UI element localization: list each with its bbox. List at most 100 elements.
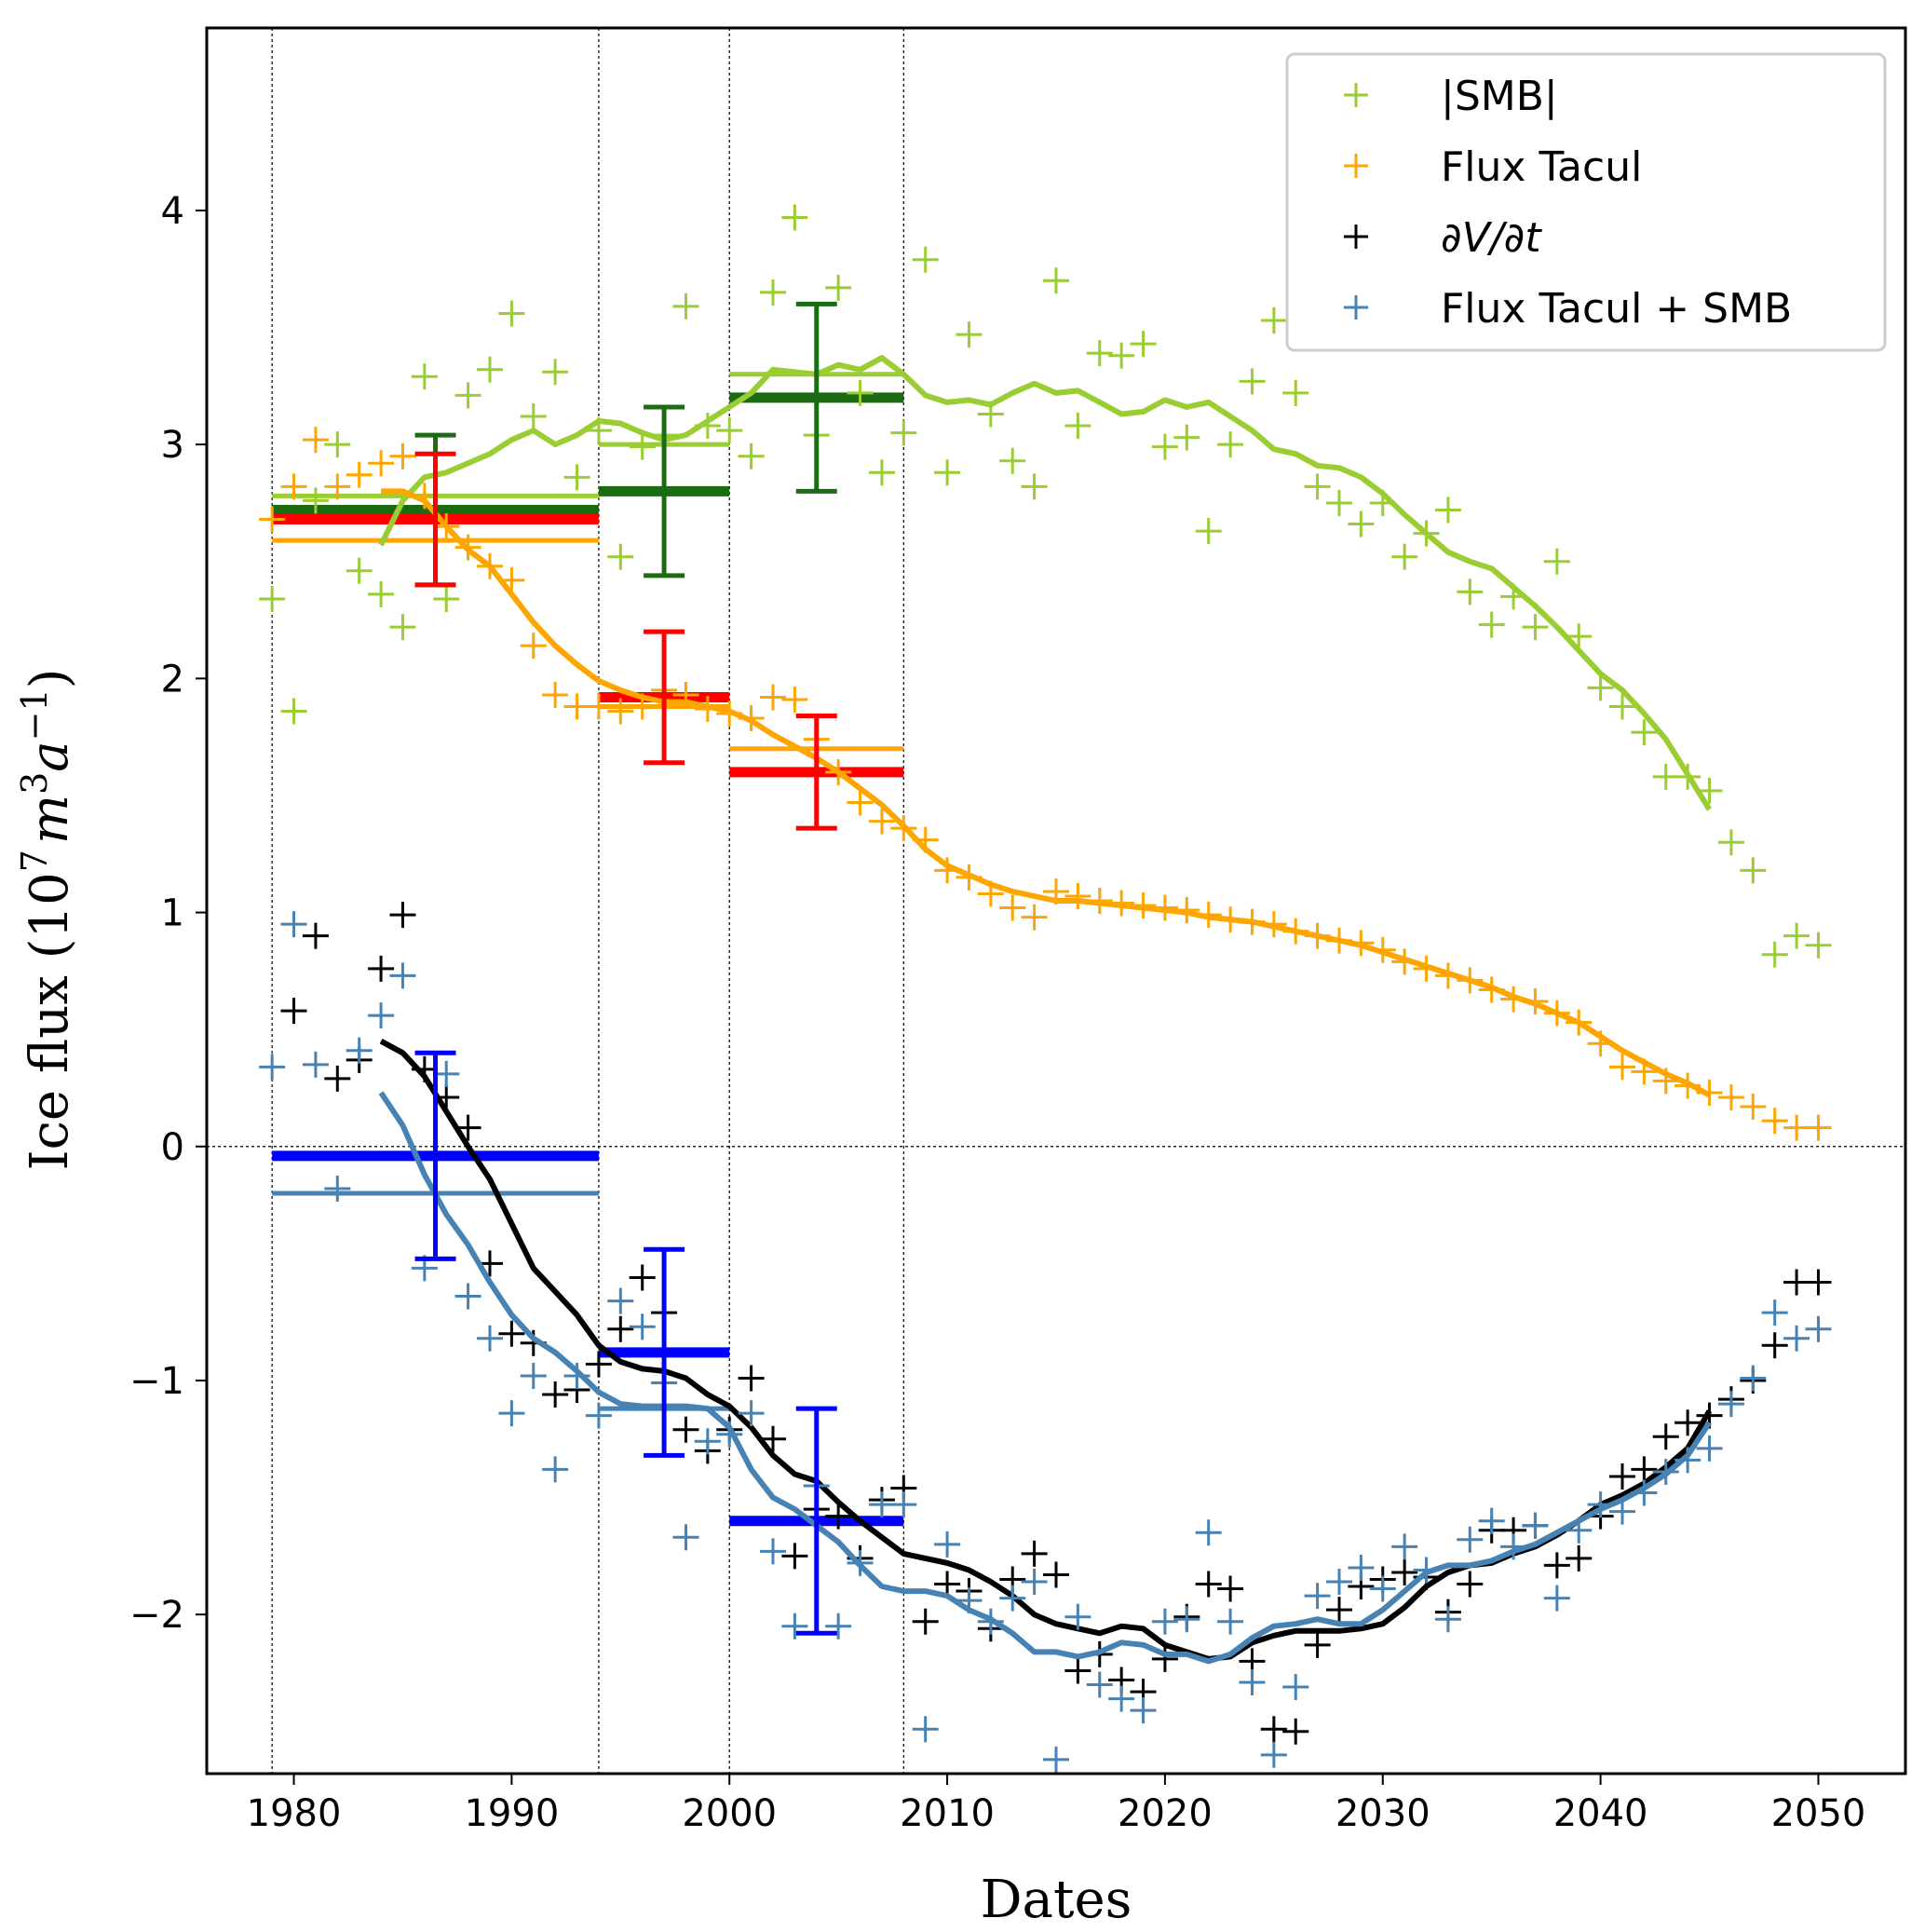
data-point bbox=[825, 758, 852, 785]
data-point bbox=[1282, 918, 1309, 945]
legend-marker-flux-tacul bbox=[1344, 154, 1368, 178]
data-point bbox=[1674, 1409, 1701, 1436]
x-tick-label: 2010 bbox=[900, 1792, 995, 1835]
data-point bbox=[1631, 719, 1658, 746]
data-point bbox=[1783, 1114, 1810, 1141]
data-point bbox=[1195, 1519, 1222, 1546]
data-point bbox=[912, 246, 939, 273]
data-point bbox=[563, 464, 590, 491]
series-v-t bbox=[280, 902, 1832, 1745]
data-point bbox=[1260, 307, 1287, 334]
data-point bbox=[738, 442, 765, 469]
data-point bbox=[1217, 906, 1244, 933]
data-point bbox=[1674, 763, 1701, 790]
data-point bbox=[1652, 1423, 1679, 1450]
data-point bbox=[1260, 1716, 1287, 1743]
data-point bbox=[781, 1612, 808, 1639]
data-point bbox=[346, 1037, 373, 1064]
data-point bbox=[716, 417, 743, 444]
data-point bbox=[1304, 1583, 1331, 1610]
data-point bbox=[1195, 902, 1222, 929]
data-point bbox=[368, 1002, 395, 1029]
data-point bbox=[672, 1524, 699, 1551]
data-point bbox=[847, 1549, 874, 1576]
data-point bbox=[368, 450, 395, 477]
data-point bbox=[1086, 1671, 1113, 1698]
data-point bbox=[1064, 413, 1091, 440]
error-bar bbox=[414, 1050, 456, 1261]
data-point bbox=[716, 1421, 743, 1448]
data-point bbox=[1282, 1674, 1309, 1701]
data-point bbox=[1043, 267, 1069, 294]
data-point bbox=[629, 1313, 656, 1340]
legend-plus-marker bbox=[1344, 295, 1368, 320]
data-point bbox=[1609, 1054, 1635, 1081]
x-axis-title: Dates bbox=[981, 1870, 1132, 1930]
data-point bbox=[629, 433, 656, 460]
data-point bbox=[1500, 986, 1527, 1013]
data-point bbox=[1631, 1479, 1658, 1506]
data-point bbox=[1391, 1558, 1418, 1585]
data-point bbox=[433, 585, 460, 612]
data-point bbox=[1304, 473, 1331, 500]
data-point bbox=[454, 382, 481, 409]
data-point bbox=[1348, 510, 1375, 537]
data-point bbox=[259, 585, 286, 612]
data-point bbox=[1217, 1575, 1244, 1602]
data-point bbox=[389, 442, 416, 469]
data-point bbox=[1783, 922, 1810, 949]
y-tick-label: 4 bbox=[161, 190, 184, 233]
data-point bbox=[1260, 1741, 1287, 1768]
data-point bbox=[1239, 368, 1266, 395]
data-point bbox=[1805, 932, 1832, 959]
data-point bbox=[542, 681, 569, 708]
data-point bbox=[454, 1114, 481, 1141]
data-point bbox=[280, 998, 307, 1025]
data-point bbox=[1609, 1498, 1635, 1525]
data-point bbox=[1391, 543, 1418, 570]
legend-label-dvdt: ∂V/∂t bbox=[1441, 214, 1542, 262]
legend-marker-dvdt bbox=[1344, 224, 1368, 249]
legend-plus-marker bbox=[1344, 154, 1368, 178]
data-point bbox=[1326, 927, 1352, 954]
x-tick-label: 2030 bbox=[1335, 1792, 1430, 1835]
data-point bbox=[825, 1503, 852, 1530]
data-point bbox=[1043, 878, 1069, 905]
data-point bbox=[1413, 955, 1440, 982]
data-point bbox=[847, 379, 874, 406]
data-point bbox=[542, 1381, 569, 1408]
data-point bbox=[563, 1362, 590, 1389]
data-point bbox=[1652, 1458, 1679, 1485]
data-point bbox=[1652, 763, 1679, 790]
data-point bbox=[1239, 908, 1266, 935]
error-bar bbox=[644, 629, 685, 766]
x-tick-label: 2050 bbox=[1771, 1792, 1866, 1835]
legend-entry-flux-tacul-smb: Flux Tacul + SMB bbox=[1344, 285, 1792, 333]
data-point bbox=[1457, 1526, 1484, 1553]
legend-entry-dvdt: ∂V/∂t bbox=[1344, 214, 1542, 262]
data-point bbox=[1587, 1491, 1614, 1518]
data-point bbox=[1173, 424, 1200, 451]
data-point bbox=[477, 356, 503, 383]
data-point bbox=[1478, 1507, 1505, 1534]
data-point bbox=[1717, 1391, 1744, 1418]
data-point bbox=[977, 880, 1004, 907]
data-point bbox=[1783, 1325, 1810, 1352]
data-point bbox=[1391, 948, 1418, 975]
data-point bbox=[368, 580, 395, 607]
data-point bbox=[956, 321, 983, 348]
data-point bbox=[389, 614, 416, 641]
data-point bbox=[1566, 1517, 1593, 1544]
data-point bbox=[934, 857, 961, 884]
data-point bbox=[999, 1585, 1026, 1612]
data-point bbox=[1609, 1463, 1635, 1490]
data-point bbox=[934, 1571, 961, 1598]
data-point bbox=[694, 413, 721, 440]
data-point bbox=[1195, 1571, 1222, 1598]
data-point bbox=[1282, 1718, 1309, 1745]
data-point bbox=[1130, 331, 1157, 358]
data-point bbox=[1413, 520, 1440, 547]
data-point bbox=[324, 431, 351, 458]
error-bar bbox=[795, 714, 837, 831]
data-point bbox=[1260, 911, 1287, 938]
